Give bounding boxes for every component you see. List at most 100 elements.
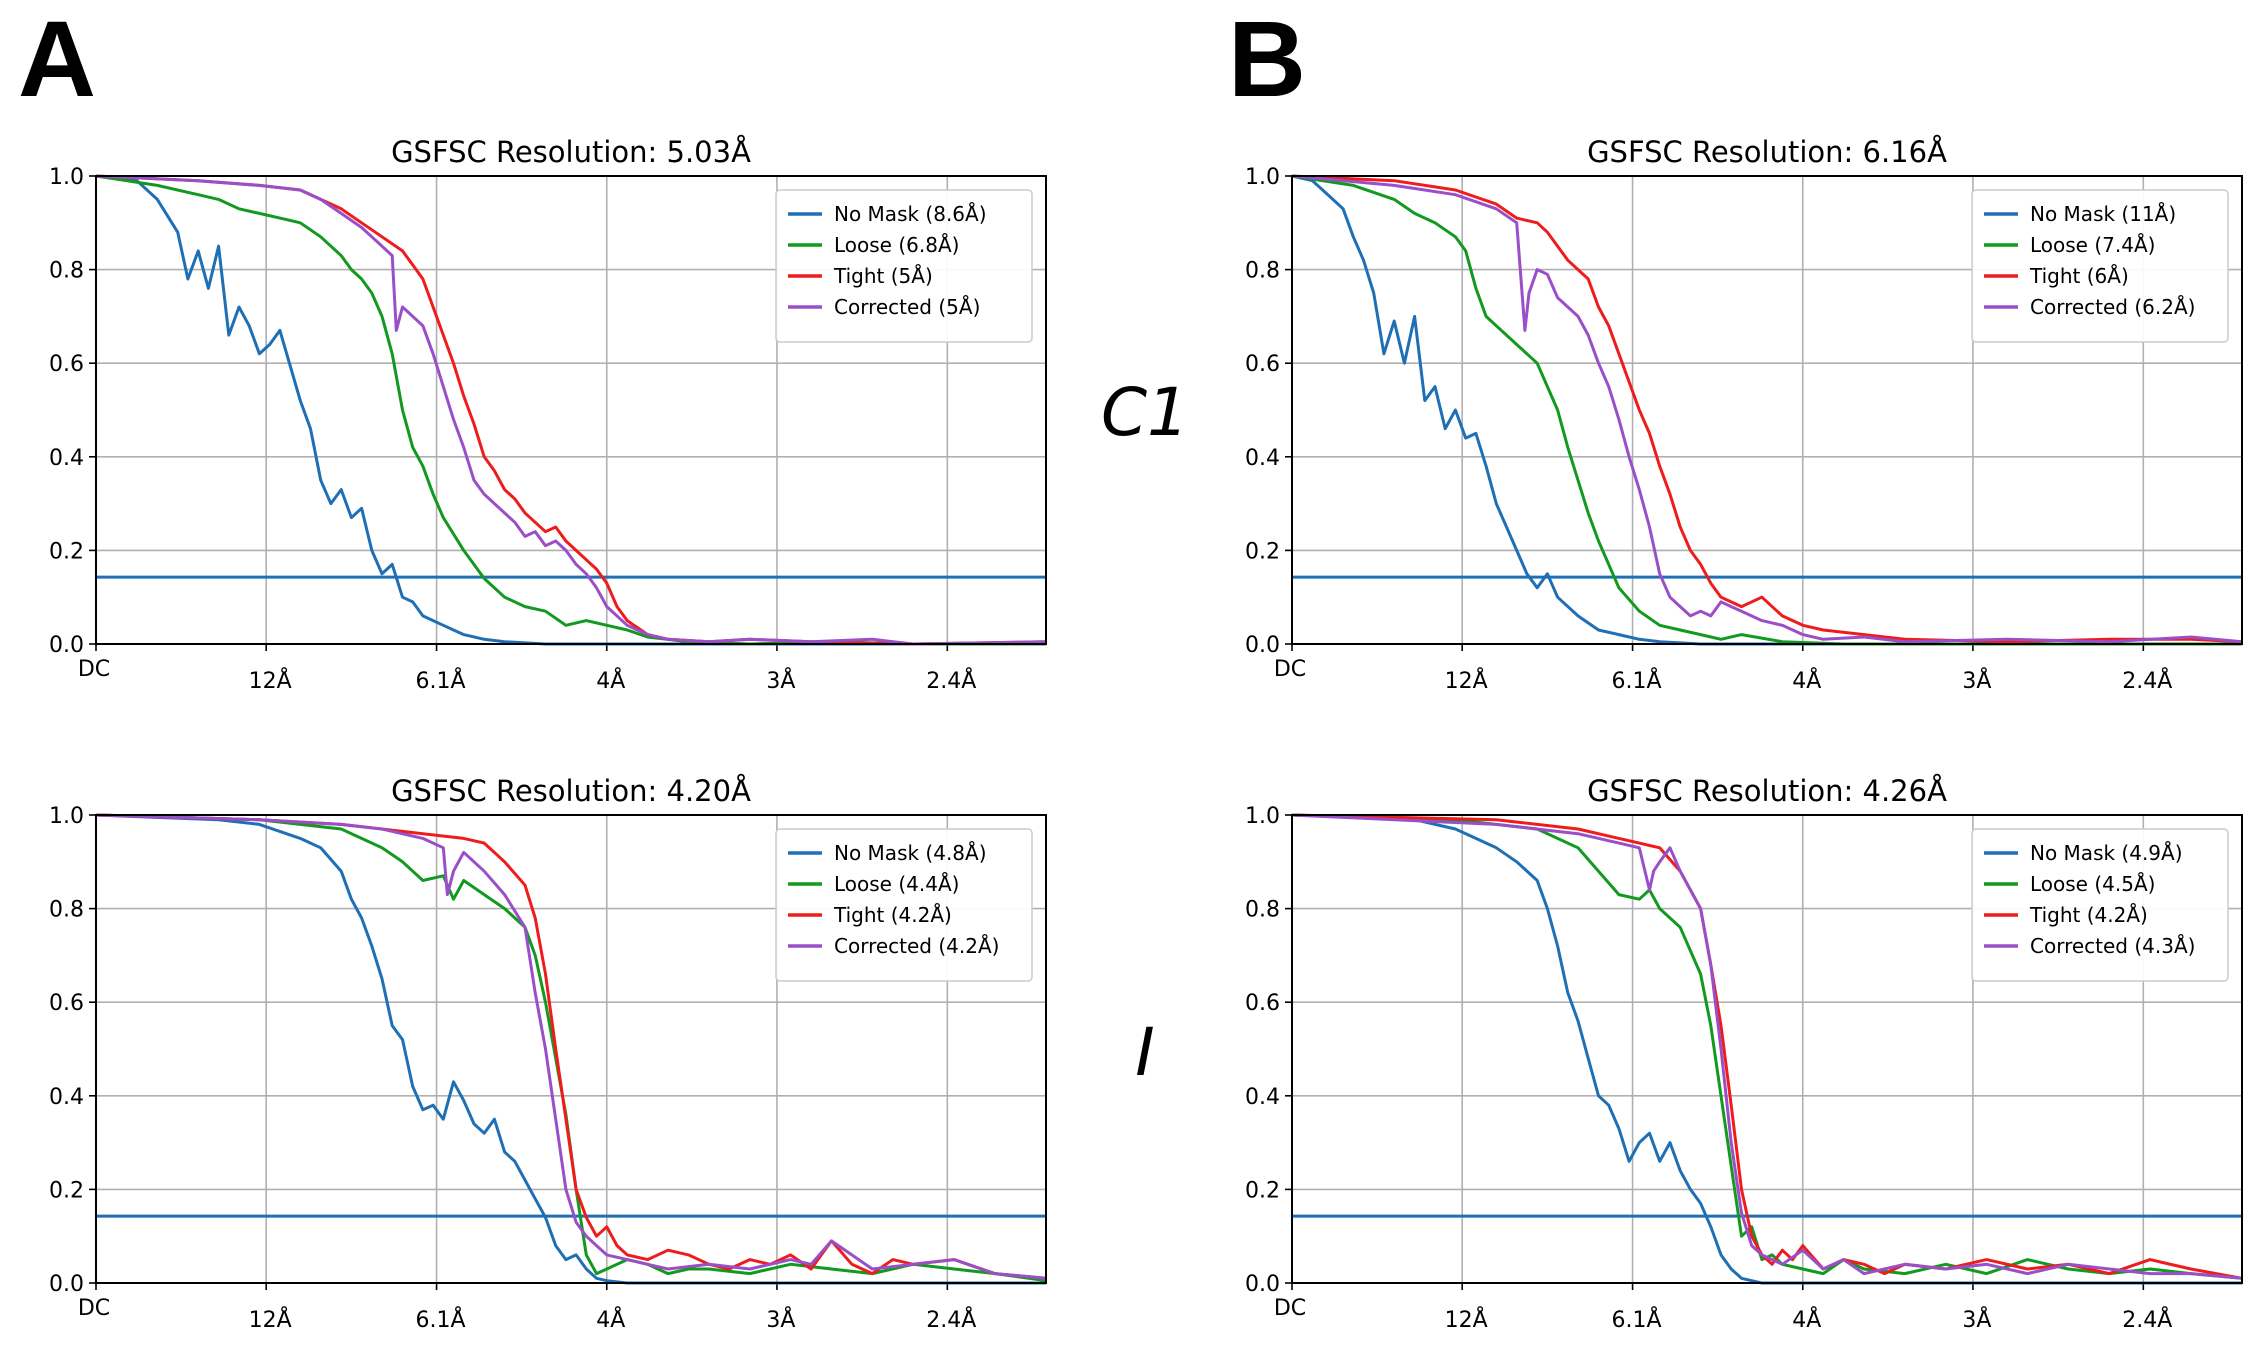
legend-label: No Mask (4.8Å)	[834, 841, 987, 865]
legend-label: Loose (7.4Å)	[2030, 233, 2155, 257]
legend-label: No Mask (4.9Å)	[2030, 841, 2183, 865]
x-tick-label: 12Å	[249, 1306, 292, 1333]
x-tick-label: 2.4Å	[926, 667, 976, 694]
x-tick-label: 2.4Å	[2122, 667, 2172, 694]
series-line-corrected	[95, 174, 1047, 646]
y-tick-label: 1.0	[49, 804, 84, 829]
series-line-corrected	[1291, 174, 2243, 644]
x-tick-label: 2.4Å	[2122, 1306, 2172, 1333]
chart-B-C1: GSFSC Resolution: 6.16Å 0.0 0.2 0.4 0.6 0.8 1.…	[1245, 135, 2243, 694]
legend-label: Tight (5Å)	[833, 264, 933, 288]
y-tick-label: 0.6	[1245, 991, 1280, 1016]
legend-box	[1971, 828, 2229, 982]
series-line-no-mask	[1291, 174, 2242, 646]
series-line-no-mask	[95, 813, 1046, 1285]
y-tick-label: 0.2	[49, 1178, 84, 1203]
y-tick-label: 1.0	[1245, 165, 1280, 190]
y-tick-label: 0.6	[49, 352, 84, 377]
x-tick-label: 6.1Å	[416, 1306, 466, 1333]
legend-label: Corrected (6.2Å)	[2030, 295, 2195, 319]
row-label-c1: C1	[1101, 374, 1189, 451]
legend: No Mask (11Å) Loose (7.4Å) Tight (6Å) Corre…	[1971, 189, 2229, 343]
series-line-tight	[1291, 813, 2243, 1280]
y-tick-label: 0.8	[49, 898, 84, 923]
x-tick-label: 4Å	[1792, 1306, 1821, 1333]
plot-frame	[1291, 175, 2243, 645]
chart-B-I: GSFSC Resolution: 4.26Å 0.0 0.2 0.4 0.6 0.8 1.…	[1245, 774, 2243, 1333]
x-tick-label: 6.1Å	[416, 667, 466, 694]
legend-label: Tight (4.2Å)	[833, 903, 952, 927]
y-tick-label: 0.2	[1245, 539, 1280, 564]
legend: No Mask (4.8Å) Loose (4.4Å) Tight (4.2Å) Co…	[775, 828, 1033, 982]
chart-title: GSFSC Resolution: 5.03Å	[391, 135, 751, 169]
y-tick-label: 0.8	[1245, 259, 1280, 284]
chart-title: GSFSC Resolution: 4.20Å	[391, 774, 751, 808]
y-tick-label: 0.4	[1245, 446, 1280, 471]
x-tick-label: DC	[1274, 1296, 1306, 1321]
x-tick-label: 12Å	[249, 667, 292, 694]
panel-letter-a: A	[18, 0, 96, 119]
y-tick-label: 0.0	[49, 1272, 84, 1297]
chart-A-I: GSFSC Resolution: 4.20Å 0.0 0.2 0.4 0.6 0.8 1.…	[49, 774, 1047, 1333]
y-tick-label: 0.8	[49, 259, 84, 284]
legend-label: Corrected (4.2Å)	[834, 934, 999, 958]
plot-frame	[95, 175, 1047, 645]
y-tick-label: 0.6	[49, 991, 84, 1016]
x-tick-label: 4Å	[596, 1306, 625, 1333]
row-label-i: I	[1135, 1014, 1154, 1091]
series-line-tight	[95, 813, 1047, 1280]
y-tick-label: 0.4	[1245, 1085, 1280, 1110]
legend: No Mask (4.9Å) Loose (4.5Å) Tight (4.2Å) Co…	[1971, 828, 2229, 982]
x-tick-label: 3Å	[766, 667, 795, 694]
x-tick-label: 3Å	[766, 1306, 795, 1333]
y-tick-label: 0.0	[1245, 633, 1280, 658]
y-tick-label: 0.6	[1245, 352, 1280, 377]
series-line-loose	[95, 174, 1046, 646]
y-tick-label: 1.0	[1245, 804, 1280, 829]
legend-label: No Mask (11Å)	[2030, 202, 2176, 226]
series-line-no-mask	[95, 174, 1046, 646]
x-tick-label: 4Å	[1792, 667, 1821, 694]
x-tick-label: 3Å	[1962, 667, 1991, 694]
x-tick-label: DC	[78, 1296, 110, 1321]
x-tick-label: DC	[78, 657, 110, 682]
legend-label: No Mask (8.6Å)	[834, 202, 987, 226]
series-line-corrected	[1291, 813, 2243, 1280]
legend-label: Loose (4.4Å)	[834, 872, 959, 896]
y-tick-label: 0.2	[49, 539, 84, 564]
panel-letter-b: B	[1228, 0, 1306, 119]
series-line-corrected	[95, 813, 1047, 1280]
chart-title: GSFSC Resolution: 4.26Å	[1587, 774, 1947, 808]
plot-frame	[95, 814, 1047, 1284]
y-tick-label: 1.0	[49, 165, 84, 190]
charts-container: GSFSC Resolution: 5.03Å 0.0 0.2 0.4 0.6 0.8 1.…	[49, 135, 2243, 1333]
y-tick-label: 0.2	[1245, 1178, 1280, 1203]
series-line-tight	[1291, 174, 2243, 644]
x-tick-label: 6.1Å	[1612, 667, 1662, 694]
x-tick-label: DC	[1274, 657, 1306, 682]
x-tick-label: 12Å	[1445, 667, 1488, 694]
legend: No Mask (8.6Å) Loose (6.8Å) Tight (5Å) Corr…	[775, 189, 1033, 343]
y-tick-label: 0.0	[1245, 1272, 1280, 1297]
legend-label: Corrected (5Å)	[834, 295, 980, 319]
legend-label: Corrected (4.3Å)	[2030, 934, 2195, 958]
legend-label: Tight (6Å)	[2029, 264, 2129, 288]
legend-box	[775, 828, 1033, 982]
y-tick-label: 0.0	[49, 633, 84, 658]
legend-box	[775, 189, 1033, 343]
plot-frame	[1291, 814, 2243, 1284]
legend-box	[1971, 189, 2229, 343]
x-tick-label: 2.4Å	[926, 1306, 976, 1333]
x-tick-label: 12Å	[1445, 1306, 1488, 1333]
y-tick-label: 0.4	[49, 446, 84, 471]
chart-title: GSFSC Resolution: 6.16Å	[1587, 135, 1947, 169]
series-line-loose	[1291, 174, 2242, 646]
legend-label: Tight (4.2Å)	[2029, 903, 2148, 927]
x-tick-label: 3Å	[1962, 1306, 1991, 1333]
legend-label: Loose (4.5Å)	[2030, 872, 2155, 896]
x-tick-label: 6.1Å	[1612, 1306, 1662, 1333]
y-tick-label: 0.8	[1245, 898, 1280, 923]
x-tick-label: 4Å	[596, 667, 625, 694]
y-tick-label: 0.4	[49, 1085, 84, 1110]
